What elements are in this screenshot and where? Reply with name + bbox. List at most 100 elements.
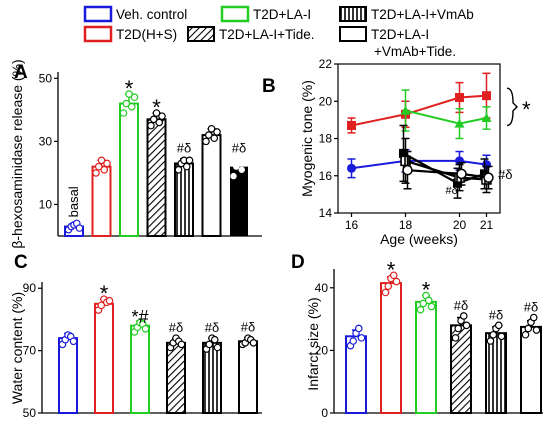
data-point <box>453 178 462 188</box>
data-point <box>494 321 503 330</box>
legend-label: T2D+LA-I+Tide. <box>219 27 315 42</box>
x-tick-label: 18 <box>399 218 413 232</box>
significance-mark: #δ <box>169 320 183 335</box>
legend-label: T2D+LA-I <box>371 27 429 42</box>
legend-swatch <box>187 26 215 42</box>
data-point <box>158 112 166 120</box>
legend-label-line2: +VmAb+Tide. <box>374 44 456 59</box>
y-tick-label: 40 <box>315 281 329 295</box>
data-point <box>497 332 506 341</box>
y-tick-label: 18 <box>319 132 333 146</box>
series-line <box>351 159 487 170</box>
data-point <box>357 334 366 342</box>
data-point <box>185 156 194 165</box>
legend-entry-t2d-la-i-vmab-tide: T2D+LA-I +VmAb+Tide. <box>339 26 456 59</box>
data-point <box>233 163 240 170</box>
data-point <box>480 169 489 179</box>
data-point <box>230 172 237 180</box>
data-point <box>69 337 78 346</box>
data-point <box>97 301 106 310</box>
bar <box>130 324 150 414</box>
data-point <box>127 102 136 111</box>
legend-label: T2D+LA-I+VmAb <box>371 7 474 22</box>
bar <box>201 134 222 237</box>
bar <box>174 162 194 237</box>
x-tick-label: 16 <box>345 218 359 232</box>
data-point <box>454 324 463 333</box>
bar <box>166 341 186 415</box>
significance-mark: * <box>387 257 396 282</box>
x-axis-title: Age (weeks) <box>380 231 458 247</box>
bar <box>202 341 222 415</box>
y-tick-label: 0 <box>321 406 328 420</box>
data-point <box>456 168 467 180</box>
significance-mark: * <box>152 95 161 120</box>
series-line <box>351 94 487 127</box>
y-tick-label: 20 <box>315 343 329 357</box>
y-tick-label: 20 <box>319 94 333 108</box>
significance-mark: #δ <box>241 320 255 335</box>
panel-b-line-chart: B 14 16 18 20 22 16 18 20 21 Age (weeks) Myogenic t… <box>262 57 531 247</box>
legend-label: T2D+LA-I <box>253 7 311 22</box>
data-point <box>486 337 495 345</box>
significance-mark: * <box>125 76 134 101</box>
data-point <box>130 93 139 102</box>
data-point <box>213 343 222 352</box>
bar <box>146 118 167 237</box>
data-point <box>400 155 411 167</box>
data-point <box>152 109 161 117</box>
legend-label: T2D(H+S) <box>116 27 177 42</box>
significance-mark: *# <box>131 307 148 327</box>
plot-frame <box>337 63 501 214</box>
y-tick-label: 30 <box>39 134 53 148</box>
data-point <box>389 271 398 280</box>
legend-entry-t2d-la-i: T2D+LA-I <box>220 5 311 23</box>
x-tick-label: 20 <box>453 218 467 232</box>
data-point <box>483 172 494 183</box>
data-point <box>75 224 84 232</box>
significance-mark: #δ <box>205 320 219 335</box>
bar <box>58 337 78 414</box>
legend-swatch <box>83 25 113 43</box>
data-point <box>122 99 131 108</box>
data-point <box>481 113 492 123</box>
legend-swatch <box>339 26 367 42</box>
legend: Veh. control T2D(H+S) T2D+LA-I T2D+LA-I+… <box>83 5 474 59</box>
significance-mark: #δ <box>489 307 503 322</box>
bar <box>485 332 507 415</box>
bar <box>91 165 112 237</box>
y-tick-label: 90 <box>23 281 37 295</box>
significance-mark: * <box>522 97 531 122</box>
data-point <box>174 165 183 174</box>
panel-d-bar-chart: D 0 20 40 Infarct size (%) * * #δ #δ #δ <box>291 252 543 420</box>
data-point <box>462 321 471 330</box>
x-tick-label: 21 <box>480 218 494 232</box>
legend-entry-veh-control: Veh. control <box>83 5 187 23</box>
panel-letter: C <box>14 252 28 273</box>
data-point <box>419 299 428 308</box>
data-point <box>354 324 363 333</box>
significance-mark: #δ <box>177 141 191 156</box>
significance-bracket <box>506 87 518 127</box>
y-axis-title: β-hexosaminidase release (%) <box>9 59 25 248</box>
data-point <box>482 91 491 101</box>
data-point <box>241 160 248 167</box>
legend-entry-t2d-la-i-vmab: T2D+LA-I+VmAb <box>339 6 474 22</box>
data-point <box>207 124 216 133</box>
data-point <box>249 339 258 347</box>
legend-swatch <box>339 6 367 22</box>
data-point <box>103 159 111 168</box>
data-point <box>402 164 413 176</box>
data-point <box>213 128 221 136</box>
y-tick-label: 10 <box>39 197 53 211</box>
significance-mark: * <box>422 278 431 303</box>
legend-swatch <box>83 5 113 23</box>
panel-letter: D <box>291 252 305 273</box>
data-point <box>416 305 425 314</box>
data-point <box>529 313 538 322</box>
data-point <box>454 118 465 128</box>
data-point <box>427 302 436 311</box>
panel-a-bar-chart: A 10 30 50 β-hexosaminidase release (%) * * #δ #… <box>9 59 262 249</box>
data-point <box>400 105 411 115</box>
